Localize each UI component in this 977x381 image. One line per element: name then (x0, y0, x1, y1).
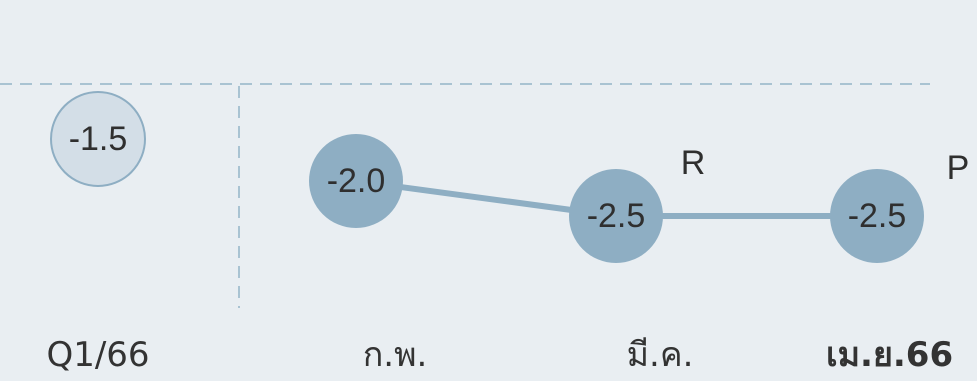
quarter-point: -1.5 (50, 91, 146, 187)
data-bubble-1 (569, 169, 663, 263)
data-label-1: -2.5 (587, 197, 646, 235)
data-label-0: -2.0 (327, 162, 386, 200)
x-tick-label-1: ก.พ. (363, 335, 428, 375)
x-tick-label-2: มี.ค. (627, 335, 694, 375)
data-label-2: -2.5 (848, 197, 907, 235)
data-bubble-2 (830, 169, 924, 263)
data-point-0: -2.0 (309, 134, 403, 228)
x-tick-label-3: เม.ย.66 (826, 335, 953, 375)
quarter-bubble (50, 91, 146, 187)
data-bubble-0 (309, 134, 403, 228)
quarter-bubble-label: -1.5 (69, 120, 128, 158)
annotation-r: R (681, 144, 706, 182)
x-tick-label-0: Q1/66 (46, 335, 149, 375)
data-point-2: -2.5 (830, 169, 924, 263)
annotation-p: P (947, 149, 970, 187)
data-point-1: -2.5 (569, 169, 663, 263)
